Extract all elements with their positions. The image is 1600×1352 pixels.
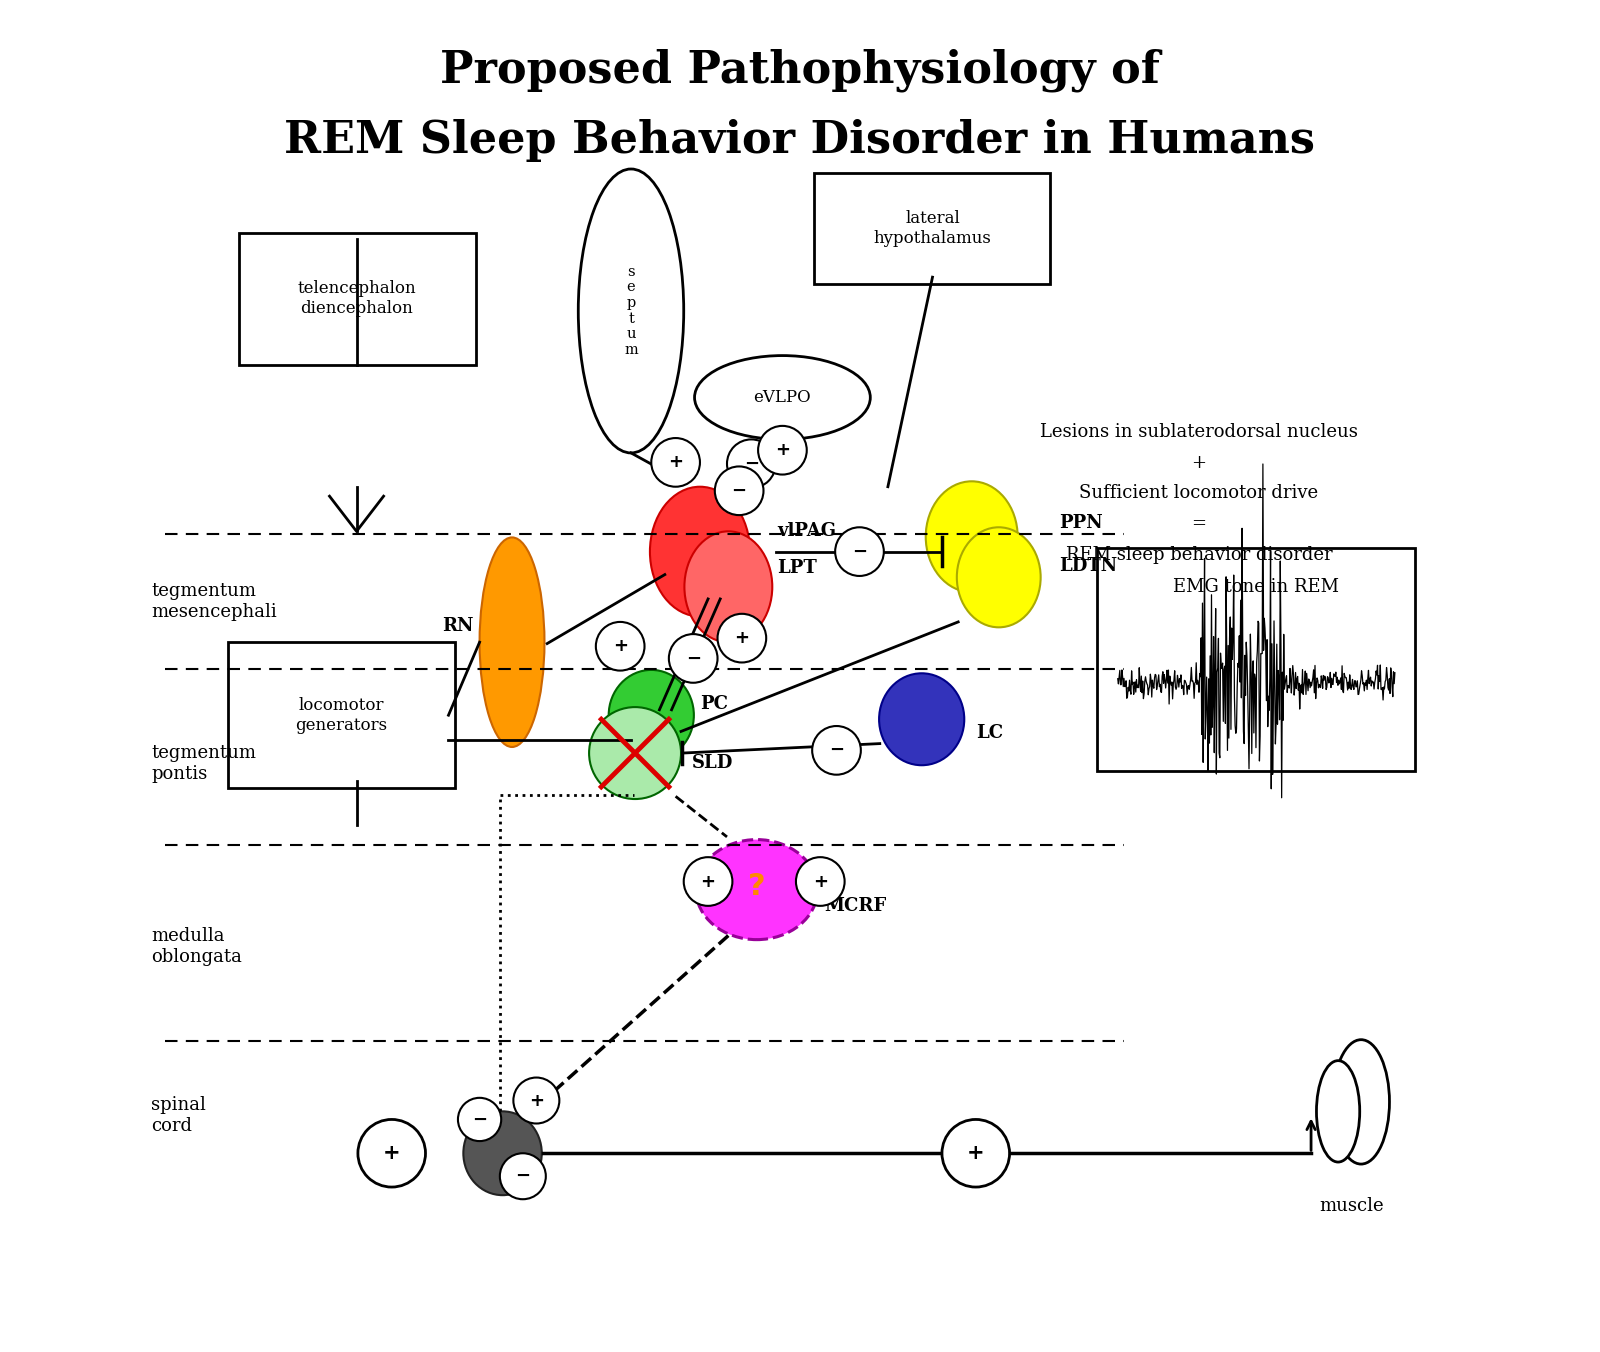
Text: −: −: [686, 649, 701, 668]
Text: medulla
oblongata: medulla oblongata: [150, 927, 242, 965]
FancyBboxPatch shape: [1098, 548, 1414, 771]
Text: Lesions in sublaterodorsal nucleus
+
Sufficient locomotor drive
=
REM sleep beha: Lesions in sublaterodorsal nucleus + Suf…: [1040, 423, 1358, 564]
Text: +: +: [530, 1091, 544, 1110]
Text: Proposed Pathophysiology of: Proposed Pathophysiology of: [440, 49, 1160, 92]
Circle shape: [651, 438, 699, 487]
Text: PC: PC: [699, 695, 728, 714]
Text: +: +: [669, 453, 683, 472]
Text: −: −: [731, 481, 747, 500]
Text: EMG tone in REM: EMG tone in REM: [1173, 577, 1339, 596]
Text: +: +: [701, 872, 715, 891]
Text: −: −: [472, 1110, 486, 1129]
Ellipse shape: [480, 537, 544, 746]
Ellipse shape: [957, 527, 1040, 627]
Text: −: −: [515, 1167, 531, 1186]
Ellipse shape: [464, 1111, 542, 1195]
Text: +: +: [813, 872, 827, 891]
Text: s
e
p
t
u
m: s e p t u m: [624, 265, 638, 357]
Circle shape: [669, 634, 717, 683]
Circle shape: [942, 1119, 1010, 1187]
Ellipse shape: [650, 487, 750, 617]
Ellipse shape: [589, 707, 682, 799]
Circle shape: [813, 726, 861, 775]
Text: ?: ?: [747, 872, 765, 902]
Ellipse shape: [926, 481, 1018, 592]
Text: +: +: [613, 637, 627, 656]
Circle shape: [683, 857, 733, 906]
Circle shape: [458, 1098, 501, 1141]
Text: −: −: [744, 454, 758, 473]
Text: lateral
hypothalamus: lateral hypothalamus: [874, 210, 992, 247]
Text: tegmentum
pontis: tegmentum pontis: [150, 745, 256, 783]
FancyBboxPatch shape: [813, 173, 1050, 284]
Ellipse shape: [1333, 1040, 1389, 1164]
Circle shape: [717, 614, 766, 662]
Text: tegmentum
mesencephali: tegmentum mesencephali: [150, 583, 277, 621]
Ellipse shape: [696, 840, 818, 940]
Circle shape: [758, 426, 806, 475]
Text: PPN: PPN: [1059, 514, 1104, 533]
Text: MCRF: MCRF: [824, 896, 886, 915]
Circle shape: [795, 857, 845, 906]
Text: RN: RN: [442, 617, 474, 635]
Text: LC: LC: [976, 723, 1003, 742]
Ellipse shape: [578, 169, 683, 453]
Text: vlPAG: vlPAG: [778, 522, 837, 541]
Text: +: +: [734, 629, 749, 648]
Text: REM Sleep Behavior Disorder in Humans: REM Sleep Behavior Disorder in Humans: [285, 119, 1315, 162]
Text: −: −: [829, 741, 845, 760]
Text: telencephalon
diencephalon: telencephalon diencephalon: [298, 280, 416, 318]
Text: eVLPO: eVLPO: [754, 389, 811, 406]
Text: locomotor
generators: locomotor generators: [296, 696, 387, 734]
Text: SLD: SLD: [691, 753, 733, 772]
Text: LPT: LPT: [778, 558, 816, 577]
Ellipse shape: [694, 356, 870, 439]
Ellipse shape: [608, 671, 694, 761]
FancyBboxPatch shape: [238, 233, 475, 365]
FancyBboxPatch shape: [229, 642, 456, 788]
Text: −: −: [851, 542, 867, 561]
Circle shape: [358, 1119, 426, 1187]
Circle shape: [595, 622, 645, 671]
Ellipse shape: [1317, 1060, 1360, 1163]
Ellipse shape: [878, 673, 965, 765]
Text: spinal
cord: spinal cord: [150, 1096, 206, 1134]
Circle shape: [726, 439, 776, 488]
Text: +: +: [774, 441, 790, 460]
Ellipse shape: [685, 531, 773, 642]
Text: +: +: [382, 1144, 400, 1163]
Circle shape: [514, 1078, 560, 1124]
Circle shape: [499, 1153, 546, 1199]
Text: +: +: [966, 1144, 984, 1163]
Circle shape: [715, 466, 763, 515]
Text: muscle: muscle: [1320, 1197, 1384, 1215]
Text: LDTN: LDTN: [1059, 557, 1118, 576]
Circle shape: [835, 527, 883, 576]
